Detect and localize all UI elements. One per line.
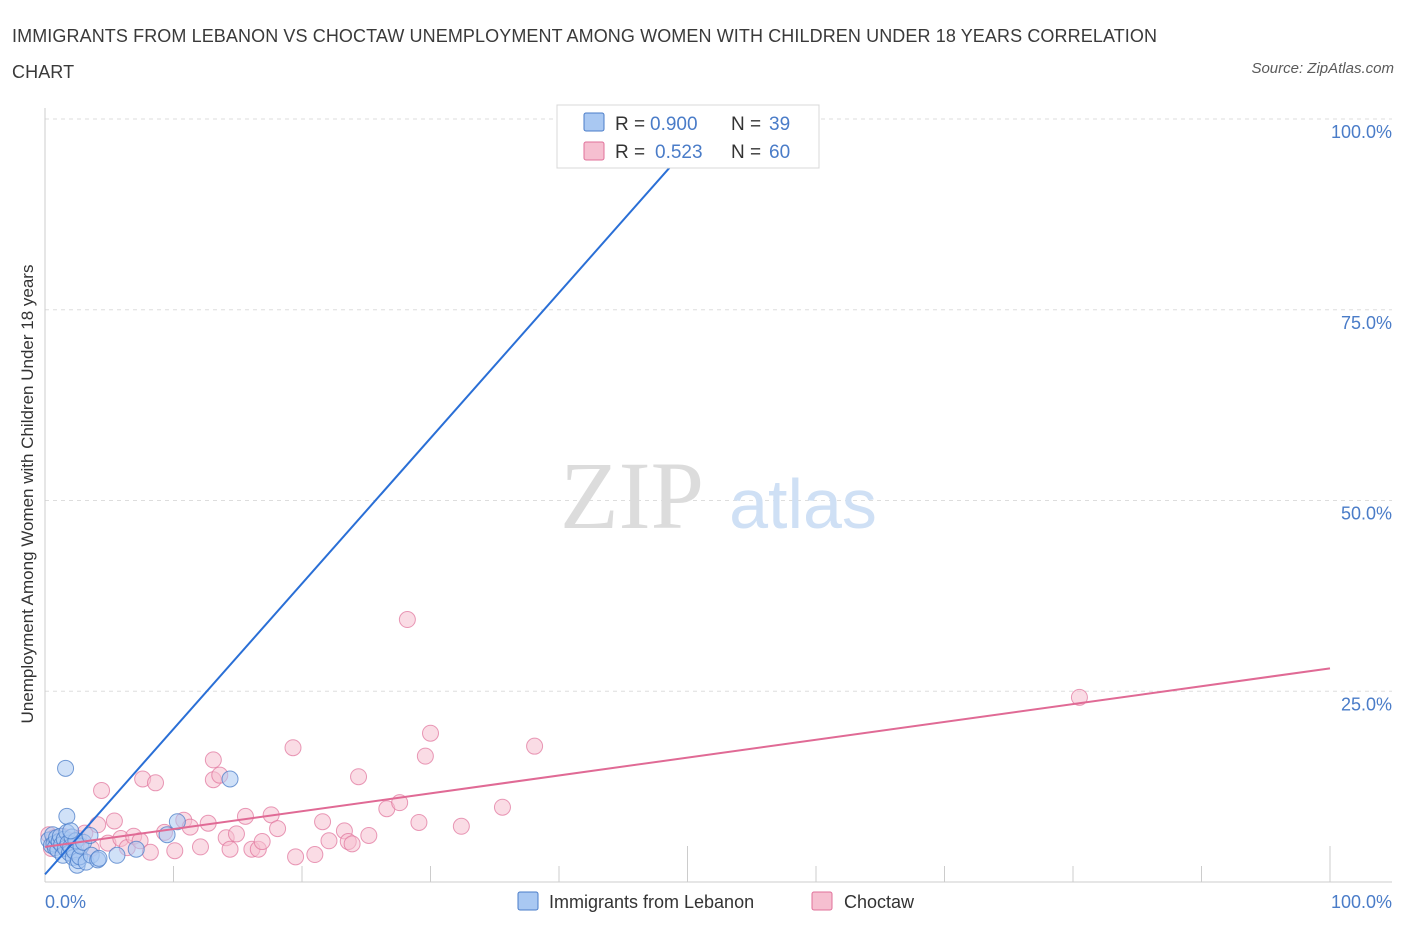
point-choctaw-20 bbox=[141, 843, 159, 861]
point-choctaw-39 bbox=[269, 820, 287, 838]
stats-n-label-pink: N = bbox=[731, 142, 761, 163]
point-choctaw-55 bbox=[422, 724, 439, 742]
trend-lines bbox=[44, 149, 1331, 876]
point-choctaw-40 bbox=[287, 848, 305, 866]
point-choctaw-44 bbox=[320, 832, 338, 850]
point-choctaw-56 bbox=[452, 817, 470, 835]
y-axis-label: Unemployment Among Women with Children U… bbox=[18, 265, 37, 724]
point-choctaw-33 bbox=[227, 825, 245, 843]
point-choctaw-32 bbox=[221, 840, 239, 858]
point-choctaw-42 bbox=[306, 846, 324, 864]
point-choctaw-59 bbox=[1070, 688, 1088, 706]
point-lebanon-38 bbox=[221, 770, 239, 788]
point-choctaw-52 bbox=[398, 611, 416, 629]
watermark-zip: ZIP bbox=[560, 442, 704, 549]
point-choctaw-49 bbox=[360, 826, 378, 844]
point-choctaw-47 bbox=[343, 835, 361, 853]
trend-line-lebanon bbox=[44, 149, 686, 876]
point-choctaw-21 bbox=[147, 774, 165, 792]
x-tick-label-1: 100.0% bbox=[1331, 892, 1392, 912]
stats-r-value-blue: 0.900 bbox=[650, 114, 698, 135]
source-label: Source: ZipAtlas.com bbox=[1251, 60, 1394, 77]
stats-r-label-blue: R = bbox=[615, 114, 645, 135]
point-choctaw-57 bbox=[493, 798, 511, 816]
legend-swatch-lebanon bbox=[517, 891, 539, 911]
y-tick-label-0: 25.0% bbox=[1341, 694, 1392, 714]
stats-swatch-pink bbox=[583, 141, 605, 161]
point-lebanon-30 bbox=[62, 822, 80, 840]
y-tick-label-1: 50.0% bbox=[1341, 504, 1392, 524]
point-lebanon-33 bbox=[90, 849, 108, 867]
point-lebanon-34 bbox=[108, 846, 126, 864]
legend-label-choctaw: Choctaw bbox=[844, 892, 915, 912]
chart-title: IMMIGRANTS FROM LEBANON VS CHOCTAW UNEMP… bbox=[12, 26, 1158, 82]
stats-r-value-pink: 0.523 bbox=[655, 142, 703, 163]
y-tick-label-2: 75.0% bbox=[1341, 313, 1392, 333]
stats-legend: R = 0.900 N = 39 R = 0.523 N = 60 bbox=[556, 104, 820, 169]
y-tick-labels: 25.0% 50.0% 75.0% 100.0% bbox=[1331, 122, 1392, 714]
watermark-atlas: atlas bbox=[729, 465, 877, 543]
point-choctaw-54 bbox=[416, 747, 434, 765]
watermark: ZIP atlas bbox=[560, 442, 877, 549]
point-choctaw-37 bbox=[253, 833, 271, 851]
legend-label-lebanon: Immigrants from Lebanon bbox=[549, 892, 754, 912]
gridlines bbox=[45, 118, 1392, 692]
series-immigrants-from-lebanon bbox=[40, 114, 600, 874]
y-tick-label-3: 100.0% bbox=[1331, 122, 1392, 142]
point-choctaw-23 bbox=[166, 842, 184, 860]
legend-swatch-choctaw bbox=[811, 891, 833, 911]
x-tick-label-0: 0.0% bbox=[45, 892, 86, 912]
point-choctaw-41 bbox=[284, 739, 302, 757]
trend-line-choctaw bbox=[44, 667, 1331, 848]
point-lebanon-37 bbox=[168, 813, 186, 831]
point-lebanon-28 bbox=[57, 759, 75, 777]
point-lebanon-29 bbox=[58, 807, 76, 825]
point-choctaw-34 bbox=[236, 807, 254, 825]
point-choctaw-48 bbox=[350, 768, 368, 786]
point-choctaw-12 bbox=[93, 781, 111, 799]
point-choctaw-14 bbox=[105, 812, 123, 830]
axes bbox=[44, 108, 1392, 883]
point-choctaw-26 bbox=[191, 838, 209, 856]
point-choctaw-58 bbox=[526, 737, 544, 755]
bottom-legend: Immigrants from Lebanon Choctaw bbox=[517, 891, 915, 912]
point-choctaw-43 bbox=[314, 813, 332, 831]
series-choctaw bbox=[40, 611, 1088, 866]
x-tick-labels: 0.0% 100.0% bbox=[45, 892, 1392, 912]
stats-n-value-blue: 39 bbox=[769, 114, 790, 135]
stats-n-value-pink: 60 bbox=[769, 142, 790, 163]
point-lebanon-35 bbox=[127, 840, 145, 858]
point-choctaw-53 bbox=[410, 813, 428, 831]
point-choctaw-29 bbox=[204, 751, 222, 769]
stats-swatch-blue bbox=[583, 112, 605, 132]
stats-r-label-pink: R = bbox=[615, 142, 645, 163]
stats-n-label-blue: N = bbox=[731, 114, 761, 135]
